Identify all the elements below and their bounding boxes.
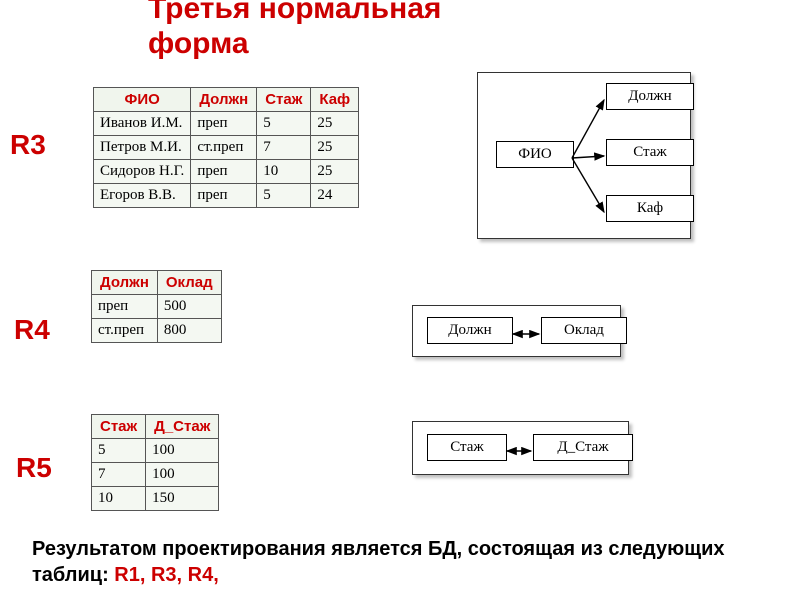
table-cell: 5 xyxy=(257,112,311,136)
table-row: Егоров В.В.преп524 xyxy=(94,184,359,208)
table-row: 10150 xyxy=(92,487,219,511)
title-line2: форма xyxy=(148,27,249,60)
page-title: Третья нормальная форма xyxy=(148,0,441,61)
table-cell: 25 xyxy=(311,160,359,184)
table-cell: 500 xyxy=(157,295,221,319)
label-r4: R4 xyxy=(14,314,50,346)
column-header: Должн xyxy=(191,88,257,112)
label-r5: R5 xyxy=(16,452,52,484)
table-cell: 7 xyxy=(257,136,311,160)
column-header: ФИО xyxy=(94,88,191,112)
table-row: ст.преп800 xyxy=(92,319,222,343)
table-r3: ФИОДолжнСтажКафИванов И.М.преп525Петров … xyxy=(93,87,359,208)
table-cell: 5 xyxy=(257,184,311,208)
table-cell: 7 xyxy=(92,463,146,487)
column-header: Оклад xyxy=(157,271,221,295)
table-cell: Егоров В.В. xyxy=(94,184,191,208)
table-row: преп500 xyxy=(92,295,222,319)
diagram-r3: ФИОДолжнСтажКаф xyxy=(477,72,691,239)
table-r5: СтажД_Стаж5100710010150 xyxy=(91,414,219,511)
table-cell: 5 xyxy=(92,439,146,463)
table-row: Иванов И.М.преп525 xyxy=(94,112,359,136)
table-cell: 100 xyxy=(146,439,219,463)
title-line1: Третья нормальная xyxy=(148,0,441,25)
table-cell: 800 xyxy=(157,319,221,343)
column-header: Д_Стаж xyxy=(146,415,219,439)
column-header: Стаж xyxy=(92,415,146,439)
column-header: Каф xyxy=(311,88,359,112)
table-cell: 100 xyxy=(146,463,219,487)
column-header: Должн xyxy=(92,271,158,295)
table-cell: 10 xyxy=(92,487,146,511)
table-cell: преп xyxy=(191,112,257,136)
result-highlight: R1, R3, R4, xyxy=(114,564,218,586)
result-text: Результатом проектирования является БД, … xyxy=(32,536,772,588)
table-cell: Петров М.И. xyxy=(94,136,191,160)
table-cell: Сидоров Н.Г. xyxy=(94,160,191,184)
table-r4: ДолжнОкладпреп500ст.преп800 xyxy=(91,270,222,343)
table-row: Сидоров Н.Г.преп1025 xyxy=(94,160,359,184)
table-cell: Иванов И.М. xyxy=(94,112,191,136)
table-cell: преп xyxy=(191,160,257,184)
table-cell: преп xyxy=(191,184,257,208)
table-cell: ст.преп xyxy=(191,136,257,160)
table-cell: 25 xyxy=(311,136,359,160)
table-cell: 24 xyxy=(311,184,359,208)
table-row: 7100 xyxy=(92,463,219,487)
table-cell: 150 xyxy=(146,487,219,511)
label-r3: R3 xyxy=(10,129,46,161)
table-cell: 10 xyxy=(257,160,311,184)
column-header: Стаж xyxy=(257,88,311,112)
table-cell: преп xyxy=(92,295,158,319)
table-row: Петров М.И.ст.преп725 xyxy=(94,136,359,160)
table-row: 5100 xyxy=(92,439,219,463)
table-cell: 25 xyxy=(311,112,359,136)
diagram-r5: СтажД_Стаж xyxy=(412,421,629,475)
table-cell: ст.преп xyxy=(92,319,158,343)
diagram-r4: ДолжнОклад xyxy=(412,305,621,357)
